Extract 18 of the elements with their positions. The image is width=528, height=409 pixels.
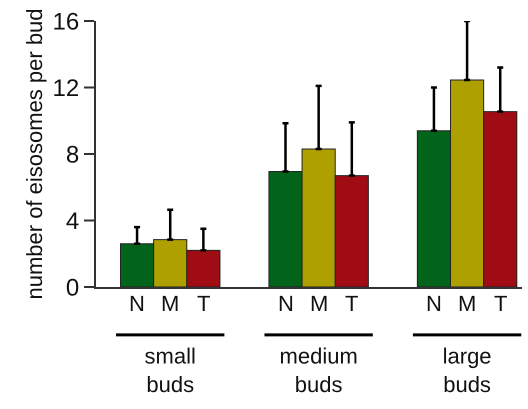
y-tick-label: 16 (52, 8, 80, 36)
y-tick-label: 0 (66, 274, 80, 302)
text: M (458, 291, 476, 316)
series-label: N (129, 291, 145, 316)
x-tick-label: small buds (144, 343, 196, 397)
y-axis-title: number of eisosomes per bud (22, 8, 47, 300)
text: N (278, 291, 294, 316)
text: T (345, 291, 358, 316)
y-tick-label: 8 (66, 141, 80, 168)
y-tick-label: 12 (52, 74, 80, 102)
text: M (310, 291, 328, 316)
x-tick-label: medium buds (280, 343, 358, 397)
text: T (494, 291, 508, 316)
series-label: T (197, 291, 210, 316)
x-tick-label: large buds (442, 343, 492, 397)
y-tick-label: 4 (66, 208, 80, 235)
text: N (426, 291, 442, 316)
series-label: M (161, 291, 180, 316)
